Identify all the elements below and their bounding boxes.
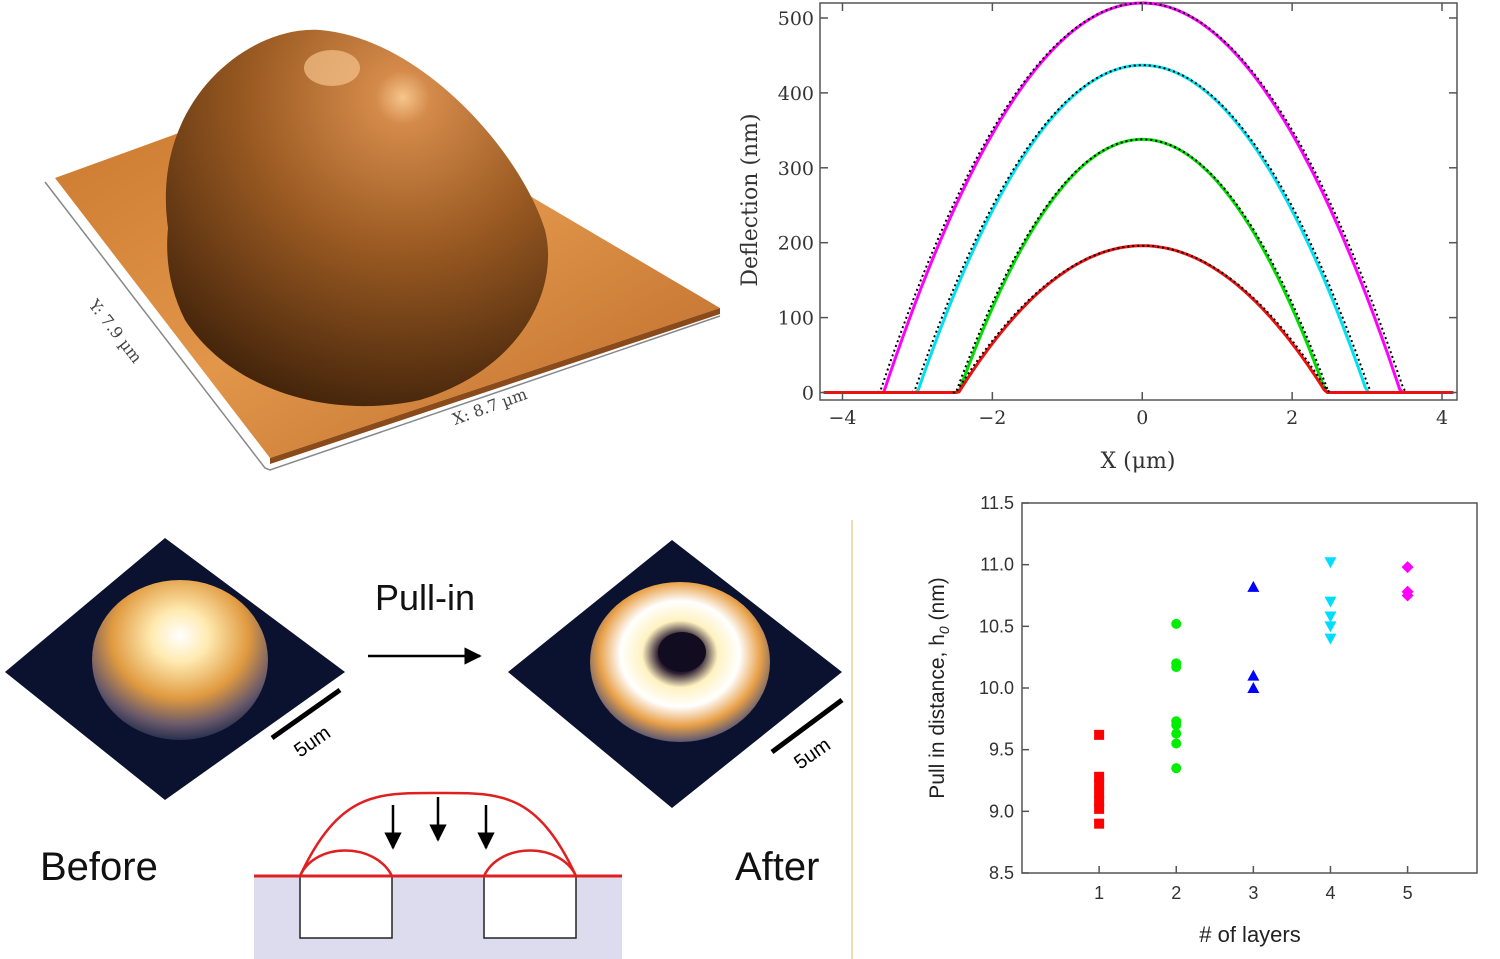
scatter-x-axis-title: # of layers: [1199, 922, 1301, 947]
deflection-series-2: [823, 63, 1454, 394]
scatter-point-layer-1: [1094, 779, 1105, 790]
scatter-x-tick-label: 3: [1248, 883, 1258, 903]
deflection-x-tick-label: 2: [1286, 407, 1298, 429]
scatter-point-layer-4: [1324, 611, 1337, 623]
scatter-point-layer-5: [1401, 561, 1414, 574]
deflection-x-tick-label: −4: [828, 407, 856, 429]
after-scale-bar: [770, 697, 844, 755]
deflection-y-ticks: 0 100 200 300 400 500: [778, 8, 1457, 405]
deflection-x-tick-label: −2: [978, 407, 1006, 429]
well-right: [483, 875, 577, 939]
before-scale-bar: [270, 687, 342, 741]
scatter-points: [1094, 557, 1414, 829]
deflection-plot-frame: [819, 2, 1458, 401]
scatter-y-ticks: 8.5 9.0 9.5 10.0 10.5 11.0 11.5: [979, 493, 1029, 883]
deflection-y-tick-label: 500: [778, 8, 814, 30]
scatter-point-layer-1: [1094, 771, 1105, 782]
scatter-point-layer-4: [1324, 621, 1337, 633]
scatter-point-layer-2: [1171, 763, 1182, 774]
scatter-point-layer-2: [1171, 720, 1182, 730]
afm-dome-highlight: [304, 50, 360, 86]
deflection-x-ticks: −4 −2 0 2 4: [828, 3, 1448, 429]
before-dome: [92, 580, 268, 740]
afm-3d-panel: Y: 7.9 µm X: 8.7 µm: [44, 29, 721, 471]
scatter-point-layer-4: [1324, 557, 1337, 569]
afm-surface-edge: [270, 308, 720, 464]
after-scale-label: 5um: [790, 734, 834, 774]
after-label: After: [735, 845, 819, 889]
deflection-series-1: [823, 1, 1454, 394]
deflection-x-axis-title: X (μm): [1101, 449, 1176, 474]
scatter-point-layer-3: [1247, 669, 1260, 681]
deflection-y-tick-label: 300: [778, 158, 814, 180]
scatter-point-layer-4: [1324, 633, 1337, 645]
well-left: [299, 875, 393, 939]
scatter-y-tick-label: 11.0: [980, 555, 1014, 575]
scatter-y-tick-label: 11.5: [980, 493, 1014, 513]
scatter-y-tick-label: 10.5: [979, 616, 1014, 636]
bulged-membrane: [298, 791, 578, 877]
afm-dome: [165, 29, 549, 407]
scatter-point-layer-2: [1171, 662, 1182, 673]
scatter-x-tick-label: 4: [1325, 883, 1335, 903]
scatter-y-tick-label: 9.0: [989, 801, 1014, 821]
scatter-point-layer-1: [1094, 787, 1105, 798]
deflection-x-tick-label: 4: [1436, 407, 1448, 429]
after-donut-hole: [658, 632, 706, 672]
pulledin-membrane-left: [298, 849, 394, 877]
deflection-series-3: [823, 137, 1454, 394]
pullin-panel: 5um Pull-in 5um Before After: [5, 520, 853, 959]
scatter-x-tick-label: 2: [1171, 883, 1181, 903]
scatter-y-title-unit: (nm): [926, 577, 949, 626]
deflection-y-tick-label: 400: [778, 83, 814, 105]
scatter-point-layer-5: [1401, 589, 1414, 602]
scatter-point-layer-3: [1247, 682, 1260, 693]
deflection-x-tick-label: 0: [1136, 407, 1148, 429]
scatter-point-layer-2: [1171, 728, 1182, 739]
pullin-scatter-chart: 1 2 3 4 5 8.5 9.0 9.5 10.0 10.5 11.0 11.5 # of lay…: [926, 493, 1478, 947]
scatter-y-title-main: Pull in distance, h: [926, 634, 949, 799]
deflection-y-axis-title: Deflection (nm): [738, 113, 763, 286]
scatter-point-layer-1: [1094, 803, 1105, 814]
deflection-y-tick-label: 200: [778, 233, 814, 255]
scatter-point-layer-1: [1094, 818, 1105, 829]
deflection-fit-4: [952, 244, 1332, 394]
scatter-y-tick-label: 9.5: [989, 740, 1014, 760]
deflection-fit-2: [911, 64, 1375, 394]
afm-y-axis-label: Y: 7.9 µm: [84, 295, 146, 367]
deflection-curves: [823, 1, 1454, 394]
pullin-arrow-label: Pull-in: [375, 577, 475, 618]
afm-axis-frame: [44, 181, 721, 471]
before-scale-label: 5um: [290, 722, 334, 762]
scatter-point-layer-2: [1171, 738, 1182, 749]
scatter-y-axis-title: Pull in distance, h0 (nm): [926, 577, 952, 798]
scatter-point-layer-3: [1247, 580, 1260, 592]
deflection-fit-3: [952, 138, 1332, 394]
scatter-point-layer-1: [1094, 729, 1105, 740]
deflection-chart: −4 −2 0 2 4 0 100 200 300 400 500 X (μm) Deflecti…: [738, 1, 1458, 474]
deflection-y-tick-label: 100: [778, 308, 814, 330]
scatter-y-tick-label: 10.0: [979, 678, 1014, 698]
deflection-y-tick-label: 0: [802, 383, 814, 405]
scatter-x-tick-label: 1: [1094, 883, 1104, 903]
deflection-fit-1: [876, 2, 1410, 394]
scatter-point-layer-2: [1171, 618, 1182, 629]
scatter-x-tick-label: 5: [1403, 883, 1413, 903]
before-label: Before: [40, 845, 158, 889]
pulledin-membrane-right: [482, 849, 578, 877]
scatter-point-layer-1: [1094, 796, 1105, 807]
scatter-x-ticks: 1 2 3 4 5: [1094, 866, 1413, 903]
scatter-y-title-sub: 0: [936, 626, 952, 634]
scatter-plot-frame: [1021, 502, 1478, 874]
scatter-point-layer-4: [1324, 596, 1337, 608]
scatter-y-tick-label: 8.5: [989, 863, 1014, 883]
